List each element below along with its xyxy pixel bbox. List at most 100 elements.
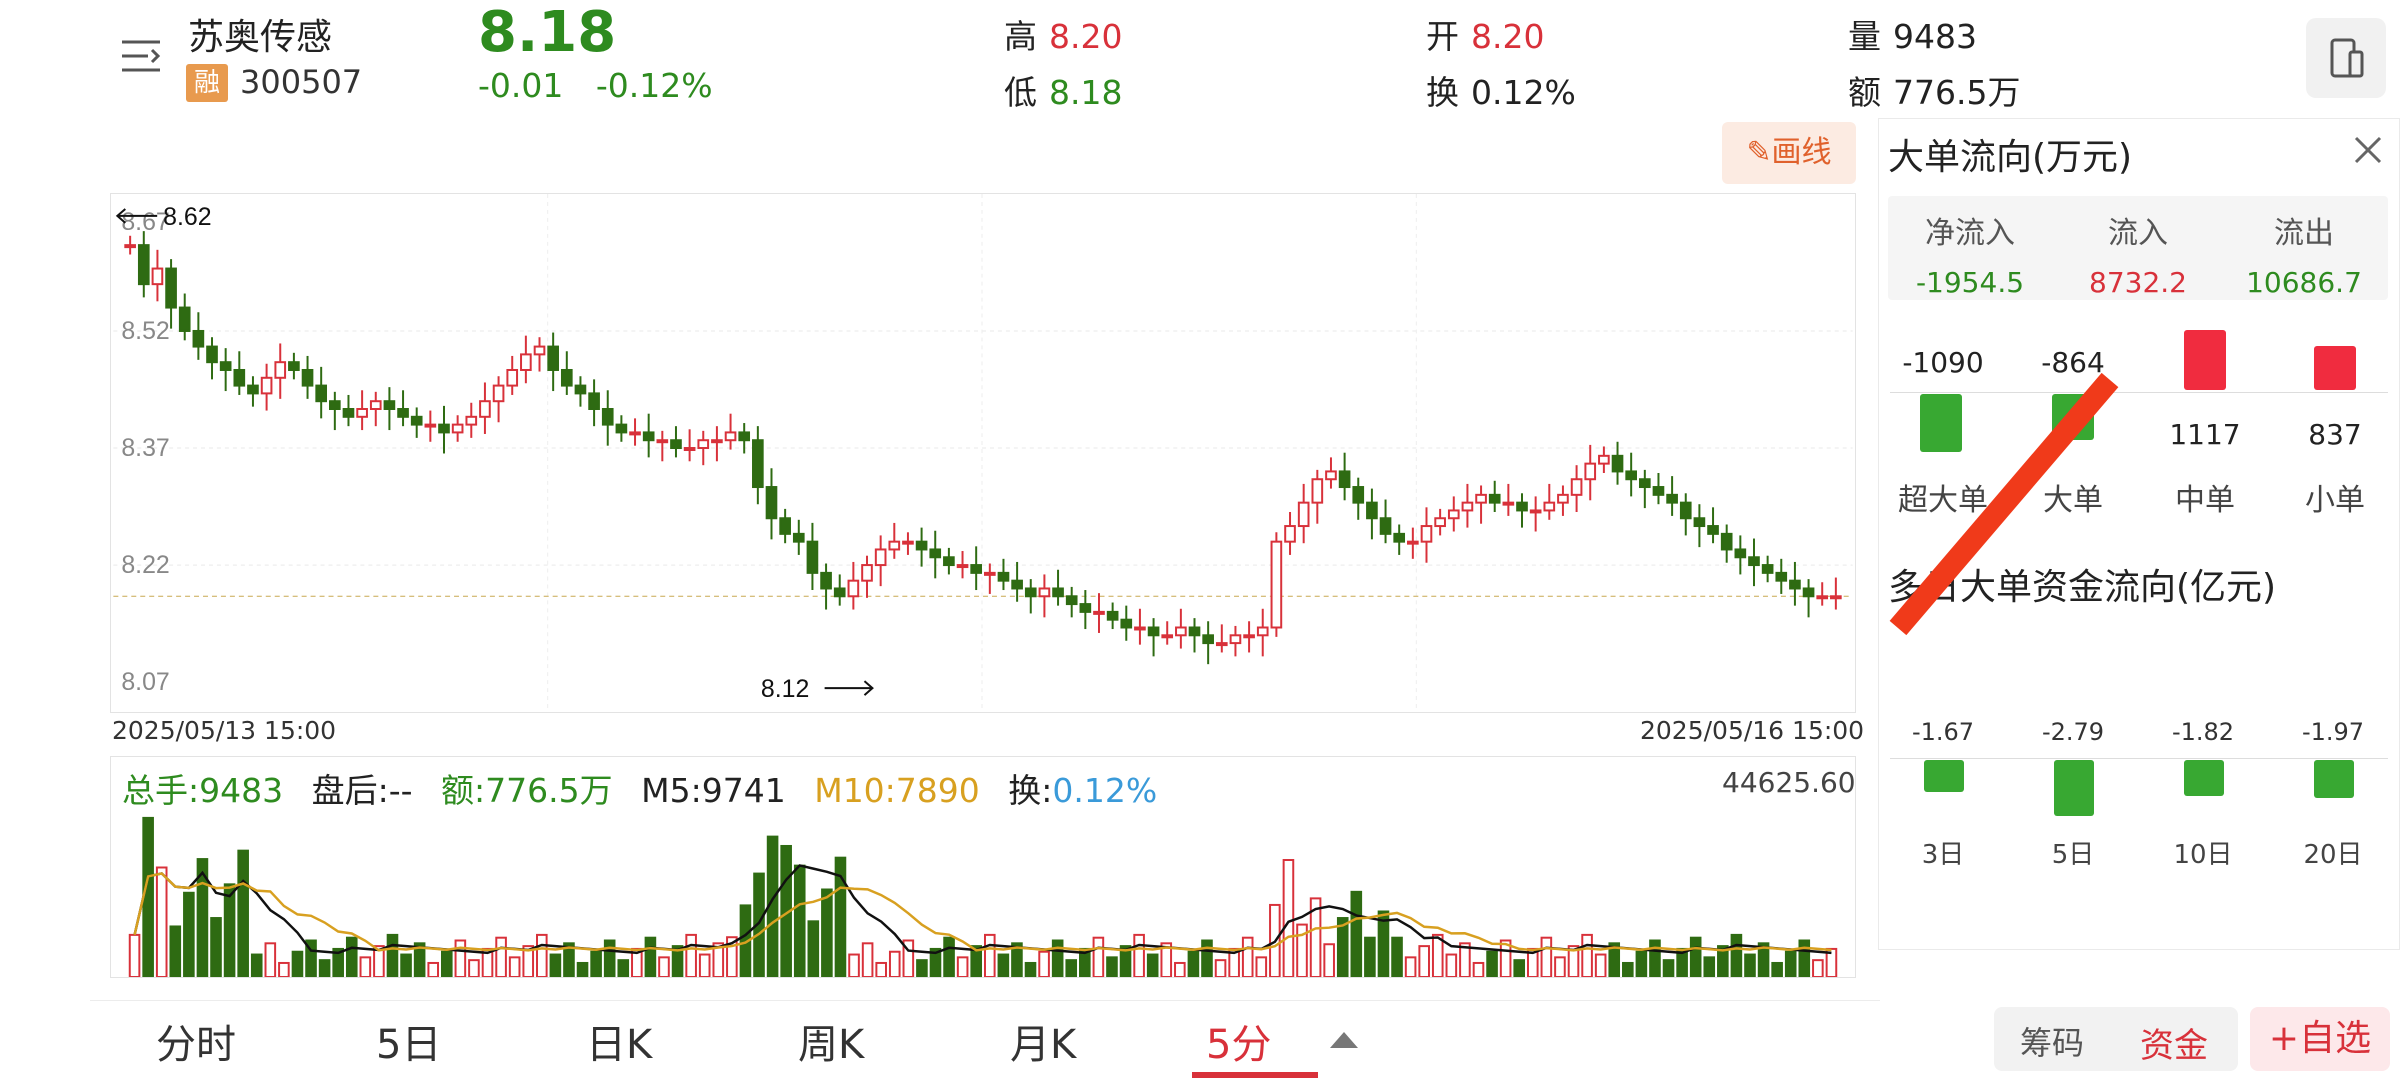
volume-bar (278, 961, 290, 977)
volume-bar (590, 950, 602, 977)
candle-body (192, 329, 205, 348)
candle-body (301, 368, 314, 387)
volume-bar (1757, 942, 1770, 977)
volume-bar (576, 961, 589, 977)
volume-bar (1377, 910, 1390, 977)
volume-bar (861, 942, 874, 977)
volume-bar (685, 933, 697, 977)
day3-bar (1924, 760, 1964, 792)
volume-bar (834, 856, 847, 977)
ma10-line (133, 872, 1832, 952)
candle-body (1570, 478, 1583, 496)
tab-monthly-k[interactable]: 月K (1010, 1022, 1077, 1068)
low-marker-label: 8.12 (761, 675, 809, 703)
candle-body (1297, 501, 1310, 528)
high-label: 高 (1004, 17, 1037, 56)
candle-body (1284, 525, 1296, 543)
candle-body (137, 244, 150, 286)
volume-bar (1296, 923, 1308, 977)
candle-body (288, 361, 300, 371)
volume-bar (1350, 890, 1363, 977)
turnover-label: 换 (1426, 73, 1459, 112)
menu-icon[interactable] (118, 36, 164, 76)
volume-amount: 额:776.5万 (441, 771, 613, 810)
chip-capital-toggle (1994, 1007, 2238, 1071)
candle-body (1024, 587, 1037, 598)
candle-body (151, 267, 164, 286)
device-rotate-button[interactable] (2306, 18, 2386, 98)
candle-body (888, 540, 901, 551)
candle-body (1748, 556, 1760, 567)
draw-line-button[interactable]: ✎画线 (1722, 122, 1856, 184)
candle-body (915, 540, 928, 551)
high-quote: 高 8.20 (1004, 10, 1122, 58)
volume-bar (1649, 939, 1661, 977)
tab-weekly-k[interactable]: 周K (798, 1022, 865, 1068)
volume-value: 9483 (1893, 17, 1977, 56)
y-axis-label: 8.37 (121, 434, 169, 462)
candle-body (820, 571, 832, 590)
volume-bar (196, 858, 209, 977)
inflow-label: 流入 (2108, 216, 2168, 251)
volume-chart[interactable] (110, 756, 1856, 978)
candle-body (738, 431, 751, 442)
candle-body (124, 244, 136, 249)
volume-bar (345, 936, 358, 977)
tab-daily-k[interactable]: 日K (586, 1022, 653, 1068)
candle-body (943, 556, 955, 567)
y-axis-label: 8.22 (121, 551, 169, 579)
candle-body (1038, 587, 1051, 598)
candle-body (1325, 470, 1337, 481)
candle-body (752, 439, 764, 489)
volume-bar (1608, 942, 1621, 977)
candle-body (465, 415, 478, 426)
amount-quote: 额 776.5万 (1848, 66, 2020, 114)
volume-label: 量 (1848, 17, 1881, 56)
volume-bar (1635, 950, 1648, 977)
volume-bar (183, 891, 195, 977)
chips-button[interactable]: 筹码 (2020, 1024, 2085, 1062)
volume-bar (318, 959, 331, 977)
volume-bar (617, 959, 630, 977)
tab-5day[interactable]: 5日 (376, 1022, 442, 1068)
high-value: 8.20 (1049, 17, 1123, 56)
day5-bar (2054, 760, 2094, 816)
capital-button[interactable]: 资金 (2140, 1026, 2208, 1066)
close-icon[interactable] (2350, 132, 2386, 168)
tab-5min[interactable]: 5分 (1206, 1022, 1272, 1068)
ma10-volume: M10:7890 (814, 771, 980, 810)
volume-bar (807, 920, 820, 977)
volume-bar (821, 888, 833, 977)
candle-body (1475, 493, 1487, 504)
kline-chart[interactable]: 8.67 8.52 8.37 8.22 8.07 8.62 8.12 (110, 193, 1856, 713)
volume-bar (563, 942, 575, 977)
candle-body (410, 415, 423, 426)
candle-body (1352, 486, 1365, 504)
volume-bar (1445, 953, 1458, 977)
candle-body (983, 571, 996, 576)
candle-body (1011, 579, 1023, 590)
kline-candles (124, 231, 1842, 665)
outflow-label: 流出 (2274, 216, 2334, 251)
volume-bar (1391, 936, 1403, 977)
volume-bar (1459, 942, 1471, 977)
candle-body (560, 368, 573, 387)
volume-bar (956, 956, 969, 977)
candle-body (1816, 595, 1829, 600)
start-date: 2025/05/13 15:00 (112, 716, 337, 745)
volume-bar (916, 959, 928, 977)
net-inflow: 净流入 -1954.5 (1890, 208, 2050, 299)
add-watchlist-button[interactable]: +自选 (2250, 1007, 2390, 1071)
volume-bar (1798, 939, 1811, 977)
candle-body (1229, 634, 1242, 645)
candle-body (178, 306, 191, 332)
volume-bar (1336, 917, 1349, 977)
candle-body (260, 376, 273, 395)
phone-icon (2330, 38, 2364, 78)
volume-bar (332, 947, 344, 977)
more-periods-arrow-icon[interactable] (1330, 1032, 1358, 1048)
volume-max: 44625.60 (1722, 766, 1856, 799)
volume-bar (1024, 961, 1037, 977)
tab-intraday[interactable]: 分时 (156, 1022, 236, 1068)
volume-bar (1309, 897, 1322, 977)
